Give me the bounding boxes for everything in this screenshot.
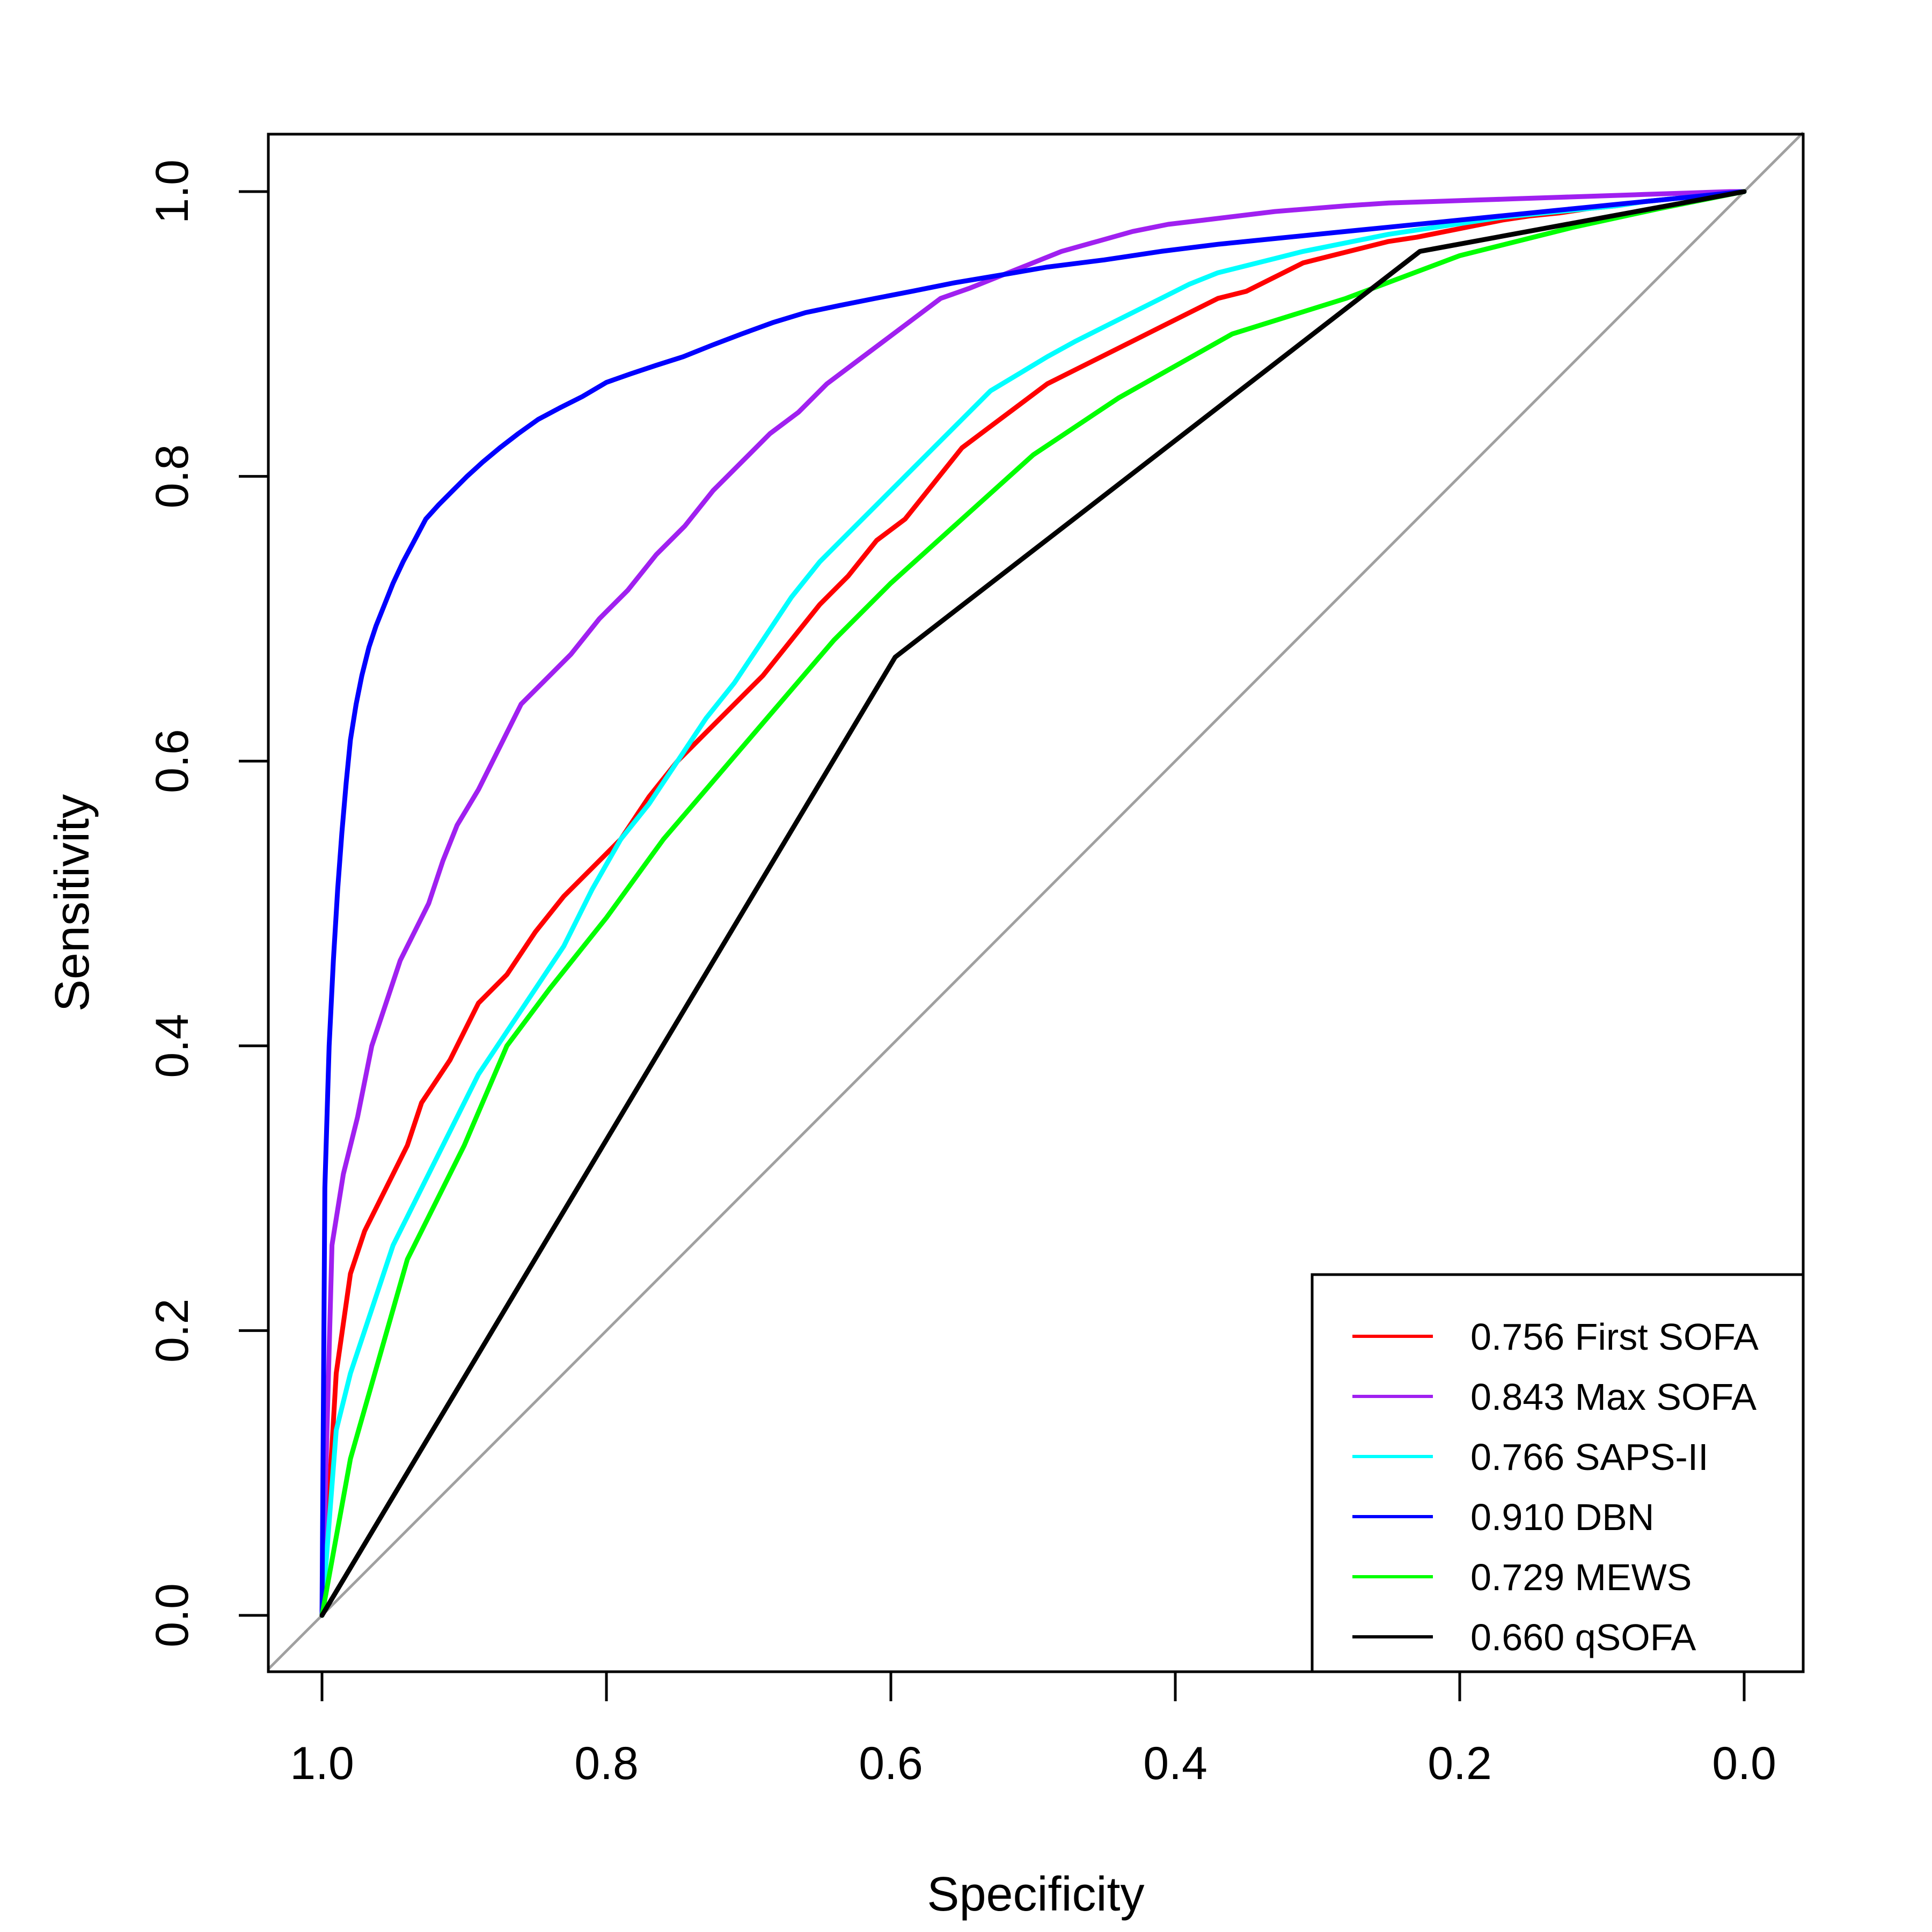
- legend-label: 0.910 DBN: [1470, 1496, 1654, 1538]
- diagonal-reference-line: [267, 131, 1804, 1670]
- y-tick-label: 0.2: [147, 1299, 198, 1363]
- y-axis: 0.0 0.2 0.4 0.6 0.8 1.0: [147, 159, 268, 1648]
- series-line-6: [319, 189, 1747, 1618]
- y-tick-label: 0.8: [147, 444, 198, 509]
- legend-label: 0.766 SAPS-II: [1470, 1436, 1709, 1478]
- x-tick-label: 0.4: [1143, 1738, 1208, 1789]
- series-line-5: [319, 189, 1747, 1618]
- legend-label: 0.756 First SOFA: [1470, 1316, 1759, 1358]
- legend: 0.756 First SOFA 0.843 Max SOFA 0.766 SAPS…: [1311, 1273, 1805, 1673]
- x-axis: 1.0 0.8 0.6 0.4 0.2 0.0: [290, 1670, 1776, 1789]
- series-layer: [319, 189, 1747, 1618]
- series-line-4: [319, 189, 1747, 1618]
- x-axis-title: Specificity: [927, 1868, 1144, 1921]
- y-axis-title: Sensitivity: [46, 794, 99, 1012]
- legend-box: [1311, 1273, 1805, 1673]
- legend-label: 0.843 Max SOFA: [1470, 1376, 1757, 1418]
- series-line-2: [319, 189, 1747, 1618]
- x-tick-label: 0.0: [1712, 1738, 1776, 1789]
- x-tick-label: 0.8: [574, 1738, 639, 1789]
- series-line-1: [319, 189, 1747, 1618]
- y-tick-label: 1.0: [147, 159, 198, 224]
- legend-label: 0.729 MEWS: [1470, 1556, 1692, 1598]
- y-tick-label: 0.0: [147, 1583, 198, 1648]
- x-tick-label: 0.6: [859, 1738, 923, 1789]
- legend-label: 0.660 qSOFA: [1470, 1616, 1696, 1658]
- y-tick-label: 0.4: [147, 1014, 198, 1078]
- x-tick-label: 1.0: [290, 1738, 354, 1789]
- x-tick-label: 0.2: [1428, 1738, 1492, 1789]
- y-tick-label: 0.6: [147, 729, 198, 793]
